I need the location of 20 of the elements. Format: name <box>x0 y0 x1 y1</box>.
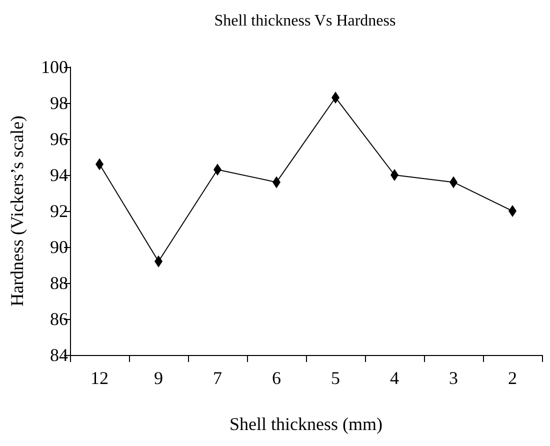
y-tick-label: 88 <box>50 273 68 293</box>
y-tick-label: 90 <box>50 237 68 257</box>
x-tick-label: 4 <box>390 368 399 388</box>
y-tick-label: 96 <box>50 129 68 149</box>
y-tick-label: 98 <box>50 93 68 113</box>
x-tick-label: 3 <box>449 368 458 388</box>
y-tick-label: 84 <box>50 345 68 365</box>
y-tick-label: 92 <box>50 201 68 221</box>
y-axis-title: Hardness (Vickers’s scale) <box>7 116 27 306</box>
y-tick-label: 94 <box>50 165 68 185</box>
x-axis-title: Shell thickness (mm) <box>230 414 382 434</box>
x-tick-label: 9 <box>154 368 163 388</box>
x-tick-label: 5 <box>331 368 340 388</box>
x-tick-label: 12 <box>90 368 108 388</box>
chart-title: Shell thickness Vs Hardness <box>214 12 396 30</box>
y-tick-label: 86 <box>50 309 68 329</box>
x-tick-label: 7 <box>213 368 222 388</box>
y-tick-label: 100 <box>41 57 68 77</box>
x-tick-label: 2 <box>508 368 517 388</box>
x-tick-label: 6 <box>272 368 281 388</box>
